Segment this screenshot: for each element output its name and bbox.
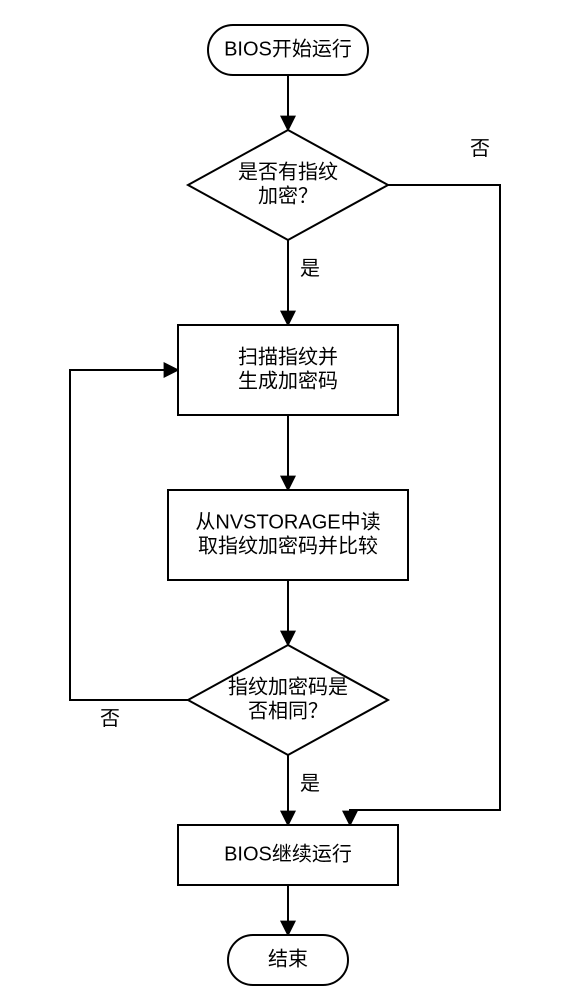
- node-dec1: 是否有指纹加密？: [188, 130, 388, 240]
- node-end: 结束: [228, 935, 348, 985]
- node-text: 生成加密码: [238, 369, 338, 392]
- label-dec2_yes: 是: [300, 773, 320, 795]
- label-dec1_no: 否: [470, 138, 490, 160]
- node-text: BIOS继续运行: [224, 842, 352, 865]
- node-text: 扫描指纹并: [238, 345, 338, 368]
- node-dec2: 指纹加密码是否相同？: [188, 645, 388, 755]
- node-text: 否相同？: [248, 699, 328, 722]
- node-text: 加密？: [258, 184, 318, 207]
- node-proc1: 扫描指纹并生成加密码: [178, 325, 398, 415]
- label-dec2_no: 否: [100, 708, 120, 730]
- label-dec1_yes: 是: [300, 258, 320, 280]
- node-text: BIOS开始运行: [224, 37, 352, 60]
- node-proc3: BIOS继续运行: [178, 825, 398, 885]
- node-proc2: 从NVSTORAGE中读取指纹加密码并比较: [168, 490, 408, 580]
- node-text: 是否有指纹: [238, 160, 338, 183]
- node-start: BIOS开始运行: [208, 25, 368, 75]
- node-text: 从NVSTORAGE中读: [195, 510, 380, 533]
- node-text: 取指纹加密码并比较: [198, 534, 378, 557]
- node-text: 指纹加密码是: [228, 675, 348, 698]
- node-text: 结束: [268, 947, 308, 970]
- flowchart: BIOS开始运行是否有指纹加密？扫描指纹并生成加密码从NVSTORAGE中读取指…: [0, 0, 576, 1000]
